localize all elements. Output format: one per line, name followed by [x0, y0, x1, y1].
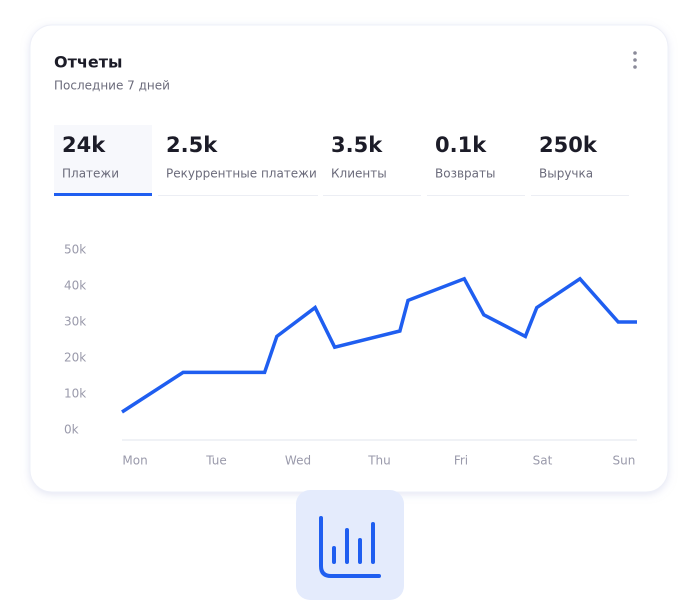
tabs: 24k Платежи 2.5k Рекуррентные платежи 3.5k Кл…: [54, 125, 629, 196]
data-line: [121, 276, 637, 414]
tab-hit: [54, 125, 152, 195]
y-tick-label: 40k: [64, 279, 86, 293]
tab-value: 2.5k: [166, 133, 218, 157]
tab-hit: [323, 125, 421, 195]
tab-underline: [54, 193, 152, 196]
y-tick-label: 0k: [64, 423, 79, 437]
tab-value: 250k: [539, 133, 598, 157]
tab[interactable]: 0.1k Возвраты: [427, 125, 525, 196]
plot: 0k 10k 20k 30k 40k 50k Mon Tue Wed Thu Fri Sat Sun: [64, 243, 637, 468]
card-title: Отчеты: [54, 53, 122, 72]
tab-underline: [427, 195, 525, 196]
card-subtitle: Последние 7 дней: [54, 79, 170, 93]
y-tick-label: 30k: [64, 315, 86, 329]
tab-label: Выручка: [539, 167, 593, 181]
x-tick-label: Sat: [533, 454, 553, 468]
tab-underline: [158, 195, 318, 196]
tab-value: 0.1k: [435, 133, 487, 157]
tab[interactable]: 3.5k Клиенты: [323, 125, 421, 196]
tab[interactable]: 24k Платежи: [54, 125, 152, 196]
x-tick-label: Wed: [285, 454, 311, 468]
x-tick-label: Fri: [454, 454, 468, 468]
chart-icon: [319, 516, 381, 578]
tab-underline: [531, 195, 629, 196]
y-tick-label: 50k: [64, 243, 86, 257]
x-tick-label: Thu: [367, 454, 391, 468]
x-tick-label: Tue: [205, 454, 227, 468]
tab-value: 24k: [62, 133, 106, 157]
tab-hit: [427, 125, 525, 195]
tab-label: Платежи: [62, 167, 119, 181]
tab-label: Рекуррентные платежи: [166, 167, 317, 181]
tab[interactable]: 2.5k Рекуррентные платежи: [158, 125, 318, 196]
tab-label: Возвраты: [435, 167, 495, 181]
tab-hit: [158, 125, 318, 195]
x-tick-label: Sun: [613, 454, 636, 468]
tab-underline: [323, 195, 421, 196]
y-tick-label: 20k: [64, 351, 86, 365]
menu-button[interactable]: [633, 51, 637, 69]
tab-hit: [531, 125, 629, 195]
x-tick-label: Mon: [122, 454, 147, 468]
tab-label: Клиенты: [331, 167, 387, 181]
card: [29, 24, 669, 493]
icon-tile: [296, 490, 404, 600]
tab-value: 3.5k: [331, 133, 383, 157]
y-tick-label: 10k: [64, 387, 86, 401]
tab[interactable]: 250k Выручка: [531, 125, 629, 196]
